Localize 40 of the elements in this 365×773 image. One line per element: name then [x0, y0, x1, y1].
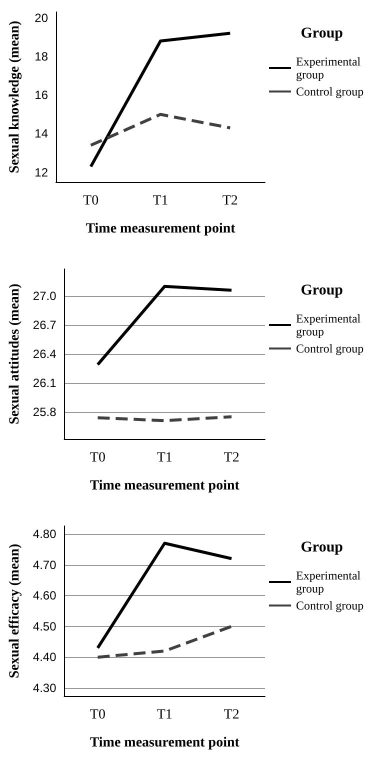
- x-tick-label: T0: [90, 450, 106, 466]
- legend-label: Experimental group: [296, 568, 364, 596]
- x-axis-title: Time measurement point: [86, 222, 236, 236]
- legend-label: Experimental group: [296, 312, 364, 338]
- x-tick-label: T2: [224, 450, 240, 466]
- y-tick-label: 4.50: [32, 619, 57, 634]
- y-tick-label: 18: [34, 49, 48, 64]
- y-tick-label: 12: [34, 165, 48, 180]
- x-tick-label: T2: [222, 194, 238, 208]
- y-tick-label: 4.30: [32, 680, 57, 695]
- y-tick-label: 20: [34, 10, 48, 25]
- y-tick-label: 14: [34, 126, 48, 141]
- x-tick-label: T1: [156, 450, 172, 466]
- x-tick-label: T2: [224, 708, 240, 722]
- legend-label: Control group: [296, 342, 364, 356]
- y-tick-label: 26.4: [32, 347, 57, 361]
- x-tick-label: T1: [152, 194, 168, 208]
- y-tick-label: 4.60: [32, 588, 57, 603]
- y-tick-label: 25.8: [32, 404, 57, 419]
- y-tick-label: 16: [34, 88, 48, 102]
- y-tick-label: 26.1: [32, 376, 57, 390]
- y-tick-label: 26.7: [32, 318, 57, 332]
- x-axis-title: Time measurement point: [90, 736, 240, 750]
- legend-title: Group: [300, 26, 344, 42]
- legend-title: Group: [300, 540, 344, 556]
- x-tick-label: T0: [83, 194, 99, 208]
- x-axis-title: Time measurement point: [90, 478, 240, 494]
- x-tick-label: T1: [156, 708, 172, 722]
- legend-title: Group: [300, 282, 344, 298]
- y-axis-title: Sexual efficacy (mean): [8, 543, 22, 678]
- legend-label: Control group: [296, 84, 364, 98]
- y-tick-label: 4.80: [32, 527, 57, 542]
- y-tick-label: 4.40: [32, 650, 57, 664]
- y-axis-title: Sexual knowledge (mean): [8, 20, 22, 174]
- y-tick-label: 4.70: [32, 558, 57, 572]
- legend-label: Experimental group: [296, 54, 364, 82]
- y-axis-title: Sexual attitudes (mean): [8, 283, 22, 424]
- legend-label: Control group: [296, 598, 364, 612]
- y-tick-label: 27.0: [32, 289, 57, 304]
- x-tick-label: T0: [90, 708, 106, 722]
